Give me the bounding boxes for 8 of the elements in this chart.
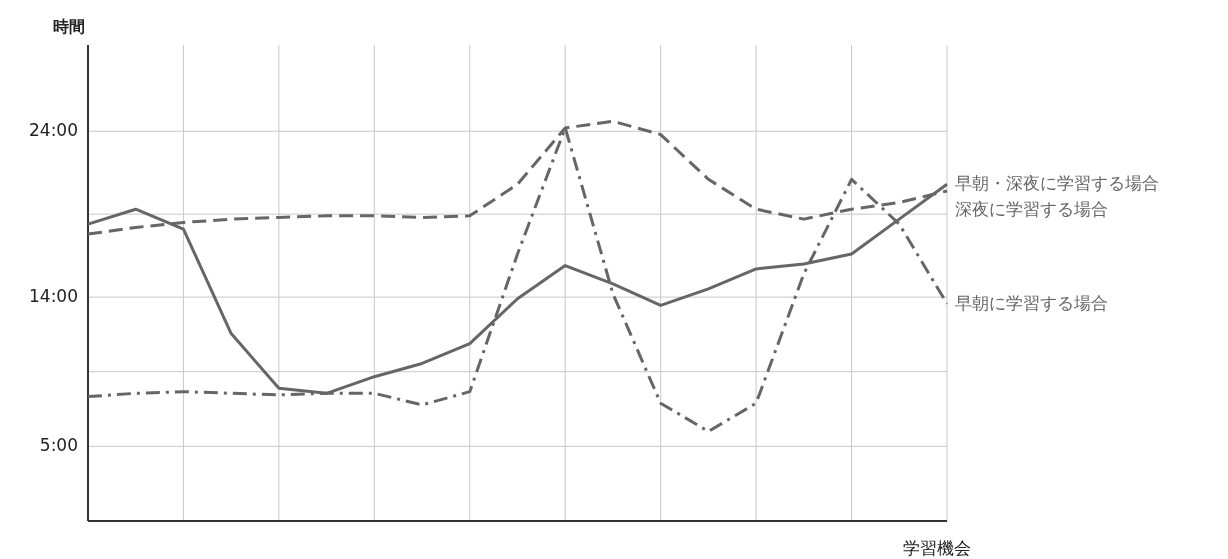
- series-label: 早朝に学習する場合: [955, 292, 1108, 313]
- y-tick-label: 14:00: [29, 286, 78, 307]
- y-axis-title: 時間: [53, 16, 85, 36]
- x-axis-title: 学習機会: [903, 538, 971, 558]
- series-label: 深夜に学習する場合: [955, 199, 1108, 220]
- y-tick-label: 24:00: [29, 120, 78, 141]
- series-label: 早朝・深夜に学習する場合: [955, 173, 1159, 194]
- y-tick-label: 5:00: [39, 435, 78, 456]
